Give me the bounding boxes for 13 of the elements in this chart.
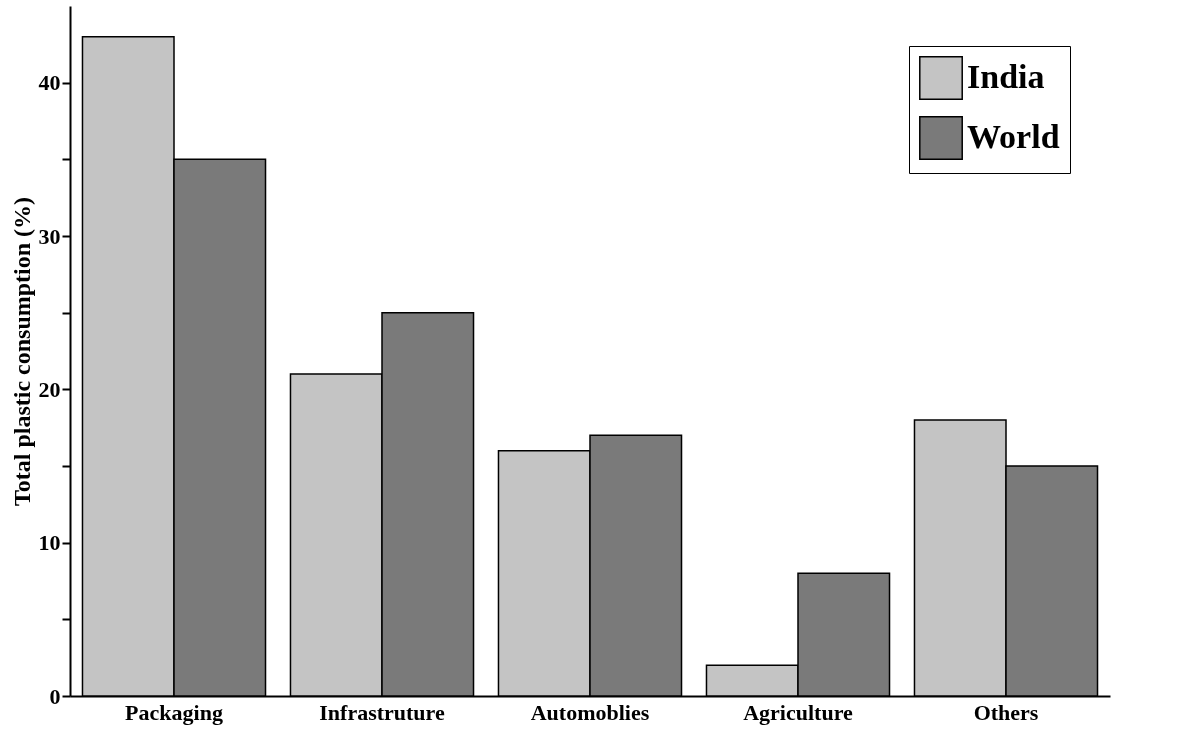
y-axis-title: Total plastic consumption (%) bbox=[8, 196, 35, 507]
y-tick-label: 10 bbox=[38, 530, 61, 556]
y-tick-label: 30 bbox=[38, 223, 61, 249]
legend-label: India bbox=[967, 58, 1045, 95]
x-tick-label: Agriculture bbox=[743, 699, 854, 725]
x-tick-label: Infrastruture bbox=[319, 699, 445, 725]
x-tick-label: Packaging bbox=[125, 699, 223, 725]
x-tick-label: Others bbox=[973, 699, 1039, 725]
y-tick-label: 0 bbox=[49, 683, 61, 709]
y-tick-label: 40 bbox=[38, 70, 61, 96]
x-tick-label: Automoblies bbox=[530, 699, 650, 725]
legend-label: World bbox=[967, 118, 1060, 155]
y-tick-label: 20 bbox=[38, 376, 61, 402]
